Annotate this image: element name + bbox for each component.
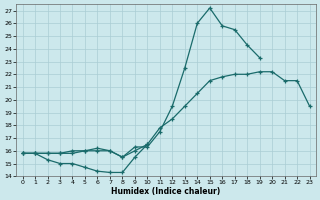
X-axis label: Humidex (Indice chaleur): Humidex (Indice chaleur) [111, 187, 221, 196]
